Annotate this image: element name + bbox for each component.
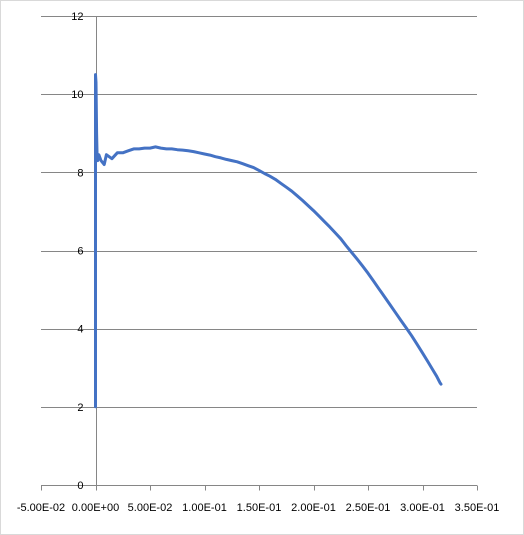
x-tick-label-4: 1.50E-01 [237,502,282,514]
x-tick-label-2: 5.00E-02 [128,502,173,514]
tick-labels: 0 2 4 6 8 10 12 -5.00E-02 0.00E+00 5.00E-02 1.00E-… [17,11,499,514]
axes [41,16,478,491]
y-tick-label-4: 8 [77,167,83,179]
x-tick-label-7: 3.00E-01 [400,502,445,514]
y-tick-label-3: 6 [77,246,83,258]
x-tick-label-6: 2.50E-01 [346,502,391,514]
y-tick-label-0: 0 [77,480,83,492]
x-tick-label-1: 0.00E+00 [72,502,119,514]
x-tick-label-8: 3.50E-01 [455,502,500,514]
y-tick-label-2: 4 [77,324,83,336]
series-layer [94,73,443,409]
series-line-0 [94,73,443,409]
y-tick-label-6: 12 [71,11,83,23]
x-tick-label-3: 1.00E-01 [182,502,227,514]
gridlines [41,16,477,408]
x-tick-label-0: -5.00E-02 [17,502,65,514]
y-tick-label-5: 10 [71,89,83,101]
y-tick-label-1: 2 [77,402,83,414]
x-tick-label-5: 2.00E-01 [291,502,336,514]
